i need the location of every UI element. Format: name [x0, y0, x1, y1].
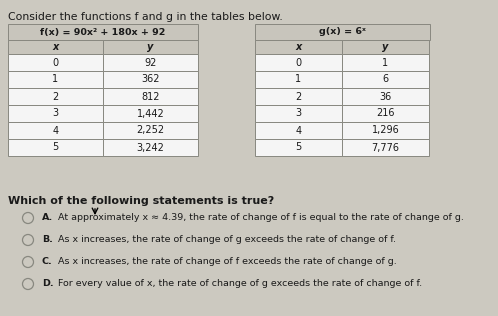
- Bar: [8, 71, 103, 88]
- Bar: [8, 54, 103, 71]
- Text: 3: 3: [295, 108, 302, 118]
- Text: y: y: [147, 42, 154, 52]
- Text: Which of the following statements is true?: Which of the following statements is tru…: [8, 196, 274, 206]
- Text: 7,776: 7,776: [372, 143, 399, 153]
- Text: 216: 216: [376, 108, 395, 118]
- Text: x: x: [52, 42, 59, 52]
- Text: As x increases, the rate of change of g exceeds the rate of change of f.: As x increases, the rate of change of g …: [58, 235, 396, 245]
- Bar: [103, 88, 198, 105]
- Text: 2: 2: [52, 92, 59, 101]
- Text: g(x) = 6ˣ: g(x) = 6ˣ: [319, 27, 366, 37]
- Bar: [8, 88, 103, 105]
- Bar: [103, 105, 198, 122]
- Bar: [342, 40, 429, 54]
- Text: 2: 2: [295, 92, 302, 101]
- Bar: [342, 88, 429, 105]
- Text: 92: 92: [144, 58, 157, 68]
- Bar: [103, 71, 198, 88]
- Text: 812: 812: [141, 92, 160, 101]
- Bar: [8, 122, 103, 139]
- Bar: [342, 122, 429, 139]
- Text: 3,242: 3,242: [136, 143, 164, 153]
- Text: 4: 4: [295, 125, 302, 136]
- Text: 1,296: 1,296: [372, 125, 399, 136]
- Bar: [103, 54, 198, 71]
- Bar: [342, 54, 429, 71]
- Text: y: y: [382, 42, 388, 52]
- Bar: [103, 40, 198, 54]
- Bar: [255, 71, 342, 88]
- Text: 3: 3: [52, 108, 59, 118]
- Text: 1: 1: [382, 58, 388, 68]
- Bar: [103, 139, 198, 156]
- Bar: [255, 54, 342, 71]
- Bar: [8, 24, 198, 40]
- Bar: [255, 105, 342, 122]
- Text: x: x: [295, 42, 302, 52]
- Text: 5: 5: [52, 143, 59, 153]
- Text: 1: 1: [295, 75, 302, 84]
- Text: 2,252: 2,252: [136, 125, 164, 136]
- Bar: [255, 139, 342, 156]
- Bar: [342, 139, 429, 156]
- Text: Consider the functions f and g in the tables below.: Consider the functions f and g in the ta…: [8, 12, 283, 22]
- Bar: [8, 40, 103, 54]
- Bar: [342, 71, 429, 88]
- Bar: [103, 122, 198, 139]
- Text: C.: C.: [42, 258, 53, 266]
- Text: 6: 6: [382, 75, 388, 84]
- Text: f(x) = 90x² + 180x + 92: f(x) = 90x² + 180x + 92: [40, 27, 166, 37]
- Text: 0: 0: [52, 58, 59, 68]
- Bar: [255, 122, 342, 139]
- Text: At approximately x ≈ 4.39, the rate of change of f is equal to the rate of chang: At approximately x ≈ 4.39, the rate of c…: [58, 214, 464, 222]
- Bar: [255, 24, 430, 40]
- Bar: [255, 88, 342, 105]
- Bar: [8, 105, 103, 122]
- Text: 0: 0: [295, 58, 302, 68]
- Text: 1,442: 1,442: [136, 108, 164, 118]
- Text: For every value of x, the rate of change of g exceeds the rate of change of f.: For every value of x, the rate of change…: [58, 279, 422, 289]
- Bar: [8, 139, 103, 156]
- Text: D.: D.: [42, 279, 54, 289]
- Text: B.: B.: [42, 235, 53, 245]
- Text: 1: 1: [52, 75, 59, 84]
- Bar: [255, 40, 342, 54]
- Text: 362: 362: [141, 75, 160, 84]
- Bar: [342, 105, 429, 122]
- Text: 4: 4: [52, 125, 59, 136]
- Text: 5: 5: [295, 143, 302, 153]
- Text: As x increases, the rate of change of f exceeds the rate of change of g.: As x increases, the rate of change of f …: [58, 258, 397, 266]
- Text: A.: A.: [42, 214, 53, 222]
- Text: 36: 36: [379, 92, 391, 101]
